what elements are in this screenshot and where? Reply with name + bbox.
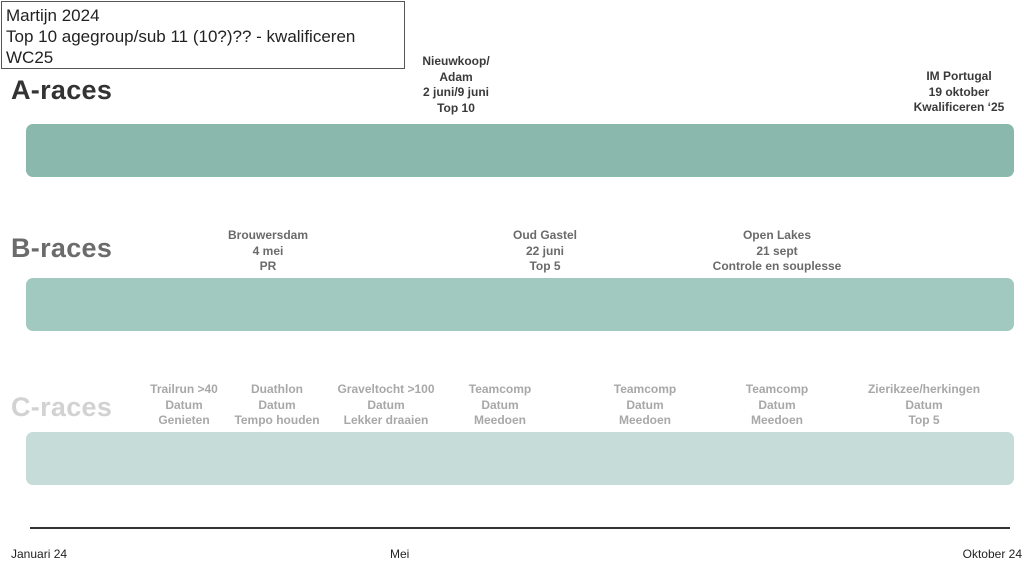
- c-races-band: [26, 432, 1014, 485]
- c-race-zierikzee: Zierikzee/herkingen Datum Top 5: [867, 382, 981, 427]
- a-races-band: [26, 124, 1014, 177]
- goals-target: Top 10 agegroup/sub 11 (10?)?? - kwalifi…: [6, 27, 356, 46]
- c-races-label: C-races: [11, 392, 113, 422]
- b-race-open-lakes: Open Lakes 21 sept Controle en souplesse: [712, 228, 842, 273]
- c-race-duathlon: Duathlon Datum Tempo houden: [234, 382, 320, 427]
- goals-box: Martijn 2024 Top 10 agegroup/sub 11 (10?…: [1, 1, 405, 69]
- goals-title: Martijn 2024: [6, 6, 100, 25]
- a-races-label: A-races: [11, 75, 113, 105]
- a-race-im-portugal: IM Portugal 19 oktober Kwalificeren ‘25: [913, 69, 1005, 114]
- c-race-teamcomp-2: Teamcomp Datum Meedoen: [613, 382, 677, 427]
- a-race-nieuwkoop-adam: Nieuwkoop/ Adam 2 juni/9 juni Top 10: [422, 54, 490, 115]
- c-race-trailrun: Trailrun >40 Datum Genieten: [150, 382, 218, 427]
- c-race-teamcomp-3: Teamcomp Datum Meedoen: [745, 382, 809, 427]
- b-race-oud-gastel: Oud Gastel 22 juni Top 5: [512, 228, 578, 273]
- b-races-band: [26, 278, 1014, 331]
- axis-start-label: Januari 24: [11, 547, 68, 561]
- axis-middle-label: Mei: [390, 547, 410, 561]
- b-races-label: B-races: [11, 233, 113, 263]
- timeline-axis: [30, 527, 1010, 529]
- c-race-teamcomp-1: Teamcomp Datum Meedoen: [468, 382, 532, 427]
- c-race-graveltocht: Graveltocht >100 Datum Lekker draaien: [337, 382, 435, 427]
- axis-end-label: Oktober 24: [962, 547, 1022, 561]
- b-race-brouwersdam: Brouwersdam 4 mei PR: [227, 228, 309, 273]
- goals-qualification: WC25: [6, 48, 54, 67]
